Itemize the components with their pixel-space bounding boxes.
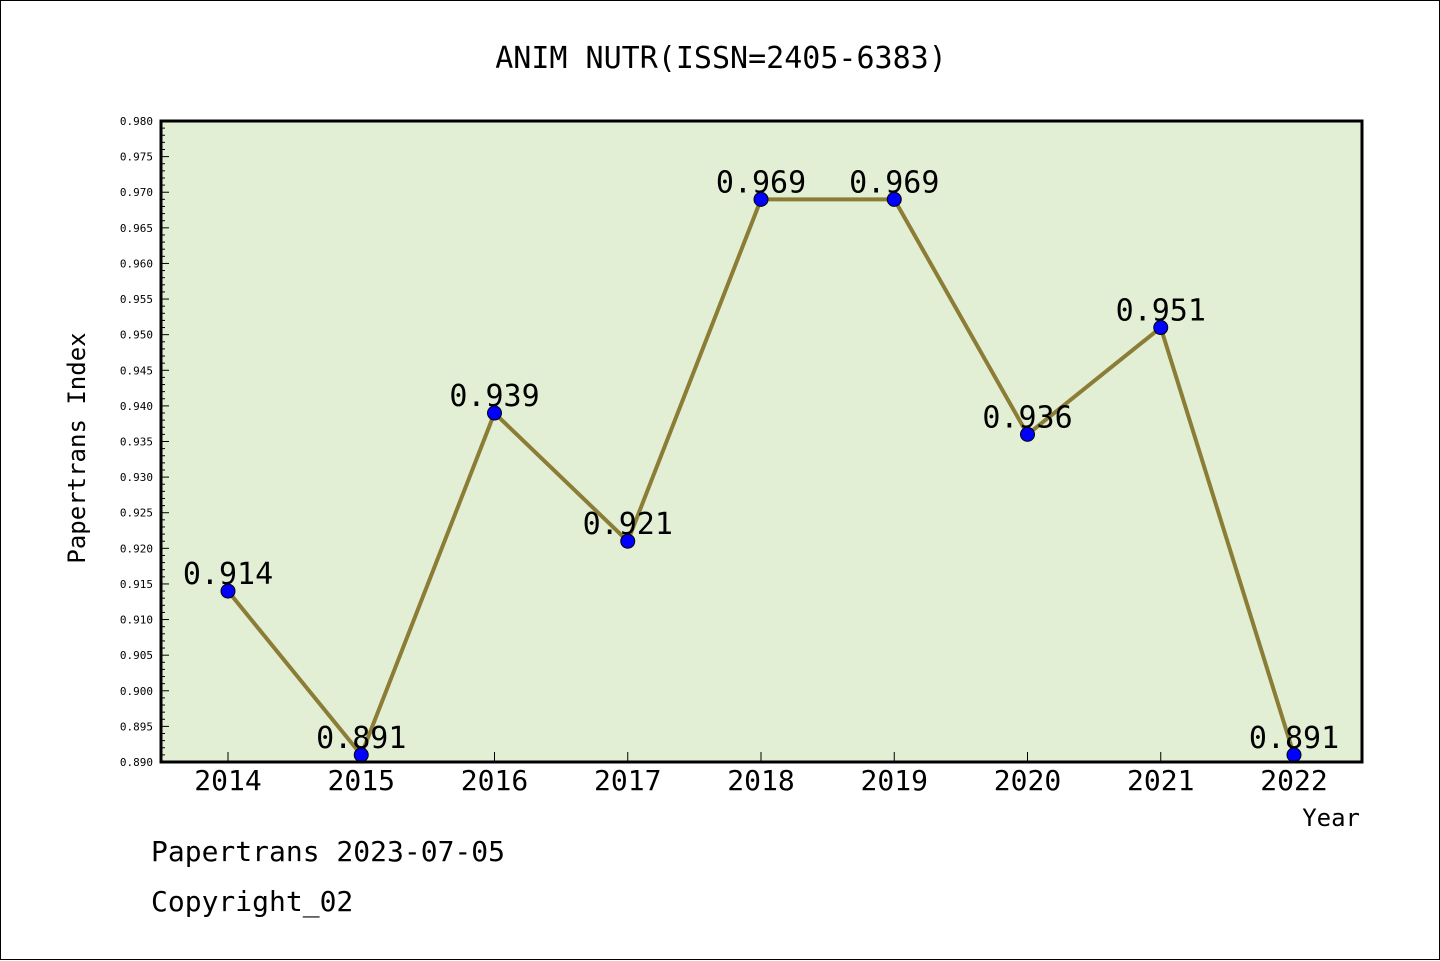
plot-border [159,119,1364,764]
data-point [487,405,502,421]
data-point [1153,320,1169,336]
x-tick-label: 2018 [727,764,794,797]
x-tick-label: 2022 [1260,764,1327,797]
x-tick-label: 2019 [861,764,928,797]
axis-ticks: 0.890 0.895 0.900 0.905 0.910 0.915 0.920 0.925… [120,115,1328,797]
y-axis-label: Papertrans Index [63,332,91,563]
y-tick-label: 0.965 [120,222,153,235]
y-tick-label: 0.925 [120,507,153,520]
y-tick-label: 0.940 [120,400,153,413]
x-tick-label: 2015 [328,764,395,797]
chart-title: ANIM NUTR(ISSN=2405-6383) [495,41,947,76]
footer-date-stamp: Papertrans 2023-07-05 [151,835,506,868]
y-tick-label: 0.895 [120,720,153,733]
data-label: 0.936 [982,400,1072,435]
x-axis-label: Year [1302,804,1360,832]
y-tick-label: 0.930 [120,471,153,484]
y-tick-label: 0.945 [120,364,153,377]
y-tick-label: 0.890 [120,756,153,769]
footer-copyright: Copyright_02 [151,885,354,918]
y-tick-label: 0.960 [120,257,153,270]
x-tick-label: 2016 [461,764,528,797]
data-point [753,191,769,207]
data-label: 0.914 [183,557,273,592]
data-labels: 0.914 0.891 0.939 0.921 0.969 0.969 0.936 0.951… [183,165,1339,756]
data-label: 0.939 [449,379,539,414]
x-tick-label: 2014 [194,764,261,797]
x-tick-label: 2017 [594,764,661,797]
y-tick-label: 0.920 [120,542,153,555]
data-label: 0.951 [1116,294,1206,329]
data-label: 0.891 [1249,721,1339,756]
y-tick-label: 0.935 [120,436,153,449]
y-tick-label: 0.970 [120,186,153,199]
x-tick-label: 2020 [994,764,1061,797]
y-tick-label: 0.900 [120,685,153,698]
y-tick-label: 0.910 [120,614,153,627]
data-label: 0.921 [583,507,673,542]
y-tick-label: 0.980 [120,115,153,128]
x-tick-label: 2021 [1127,764,1194,797]
data-label: 0.969 [716,165,806,200]
y-tick-label: 0.915 [120,578,153,591]
y-tick-label: 0.975 [120,151,153,164]
plot-area [161,121,1362,762]
data-point [220,583,236,599]
data-label: 0.969 [849,165,939,200]
y-tick-label: 0.905 [120,649,153,662]
y-tick-label: 0.955 [120,293,153,306]
y-tick-label: 0.950 [120,329,153,342]
data-point [1020,426,1035,442]
data-label: 0.891 [316,721,406,756]
data-point [886,191,902,207]
data-point [620,533,636,549]
data-markers [220,191,1302,763]
